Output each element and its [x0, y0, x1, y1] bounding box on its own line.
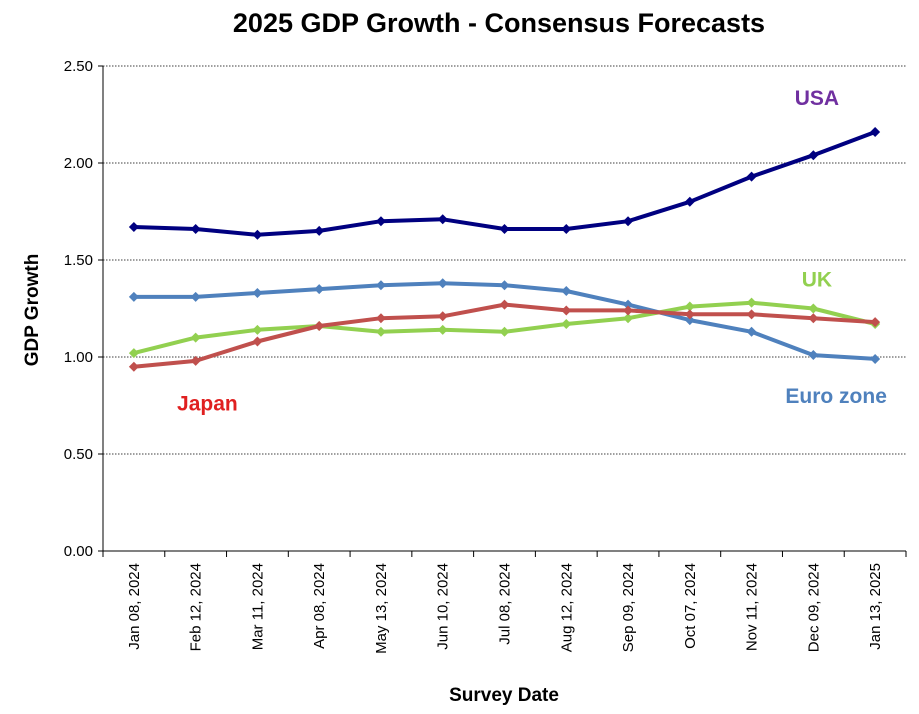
data-point	[375, 280, 386, 291]
x-tick-label: Mar 11, 2024	[249, 563, 266, 650]
x-axis-label: Survey Date	[449, 685, 559, 706]
data-point	[623, 305, 634, 316]
data-point	[252, 229, 263, 240]
data-point	[314, 225, 325, 236]
x-tick-label: Apr 08, 2024	[311, 563, 328, 649]
y-axis-label: GDP Growth	[22, 254, 43, 367]
y-tick-label: 0.00	[64, 543, 93, 560]
data-point	[190, 332, 201, 343]
data-point	[623, 299, 634, 310]
data-point	[375, 326, 386, 337]
x-tick-label: Aug 12, 2024	[558, 563, 575, 652]
data-point	[746, 297, 757, 308]
data-point	[499, 280, 510, 291]
data-point	[314, 284, 325, 295]
data-point	[808, 150, 819, 161]
data-point	[870, 126, 881, 137]
data-point	[437, 278, 448, 289]
data-point	[190, 291, 201, 302]
series-japan	[128, 299, 881, 372]
axes	[98, 65, 907, 557]
y-tick-label: 2.00	[64, 155, 93, 172]
data-point	[375, 313, 386, 324]
x-tick-labels: Jan 08, 2024 Feb 12, 2024 Mar 11, 2024 Apr …	[126, 563, 884, 654]
data-point	[684, 196, 695, 207]
data-point	[623, 216, 634, 227]
data-point	[870, 317, 881, 328]
data-point	[808, 313, 819, 324]
data-point	[437, 324, 448, 335]
x-tick-label: Sep 09, 2024	[620, 563, 637, 652]
x-tick-label: Nov 11, 2024	[744, 563, 761, 651]
data-point	[746, 171, 757, 182]
data-point	[128, 348, 139, 359]
data-point	[684, 309, 695, 320]
series-label-euro-zone: Euro zone	[785, 385, 887, 408]
data-point	[437, 214, 448, 225]
series-label-japan: Japan	[177, 392, 238, 415]
y-tick-label: 1.50	[64, 252, 93, 269]
series-usa	[128, 126, 881, 240]
series-line	[133, 281, 876, 361]
x-tick-label: Dec 09, 2024	[805, 563, 822, 652]
data-point	[746, 309, 757, 320]
data-point	[808, 350, 819, 361]
y-tick-label: 1.00	[64, 349, 93, 366]
series-labels: USA Euro zone UK Japan	[177, 87, 887, 416]
data-point	[375, 216, 386, 227]
data-point	[746, 326, 757, 337]
series-line	[133, 130, 876, 237]
data-point	[561, 319, 572, 330]
data-point	[252, 336, 263, 347]
chart-title: 2025 GDP Growth - Consensus Forecasts	[233, 8, 765, 38]
x-tick-label: Jan 13, 2025	[867, 563, 884, 650]
data-point	[437, 311, 448, 322]
y-tick-label: 2.50	[64, 58, 93, 75]
data-point	[684, 315, 695, 326]
data-point	[684, 301, 695, 312]
data-point	[128, 291, 139, 302]
x-tick-label: Jan 08, 2024	[126, 563, 143, 650]
x-tick-label: Jun 10, 2024	[435, 563, 452, 650]
data-point	[623, 313, 634, 324]
data-point	[561, 305, 572, 316]
y-tick-labels: 0.00 0.50 1.00 1.50 2.00 2.50	[64, 58, 93, 560]
gridlines	[103, 65, 906, 455]
series-lines	[128, 126, 881, 372]
data-point	[252, 324, 263, 335]
y-tick-label: 0.50	[64, 446, 93, 463]
data-point	[561, 286, 572, 297]
data-point	[128, 361, 139, 372]
data-point	[499, 299, 510, 310]
x-tick-label: Jul 08, 2024	[497, 563, 514, 645]
data-point	[499, 223, 510, 234]
data-point	[808, 303, 819, 314]
data-point	[190, 223, 201, 234]
series-label-uk: UK	[802, 269, 832, 292]
data-point	[314, 320, 325, 331]
data-point	[561, 223, 572, 234]
data-point	[190, 355, 201, 366]
x-tick-label: Oct 07, 2024	[682, 563, 699, 649]
series-euro-zone	[128, 278, 881, 364]
data-point	[870, 353, 881, 364]
x-tick-label: May 13, 2024	[373, 563, 390, 654]
data-point	[252, 287, 263, 298]
series-label-usa: USA	[795, 87, 839, 110]
data-point	[499, 326, 510, 337]
data-point	[128, 222, 139, 233]
x-tick-label: Feb 12, 2024	[188, 563, 205, 651]
